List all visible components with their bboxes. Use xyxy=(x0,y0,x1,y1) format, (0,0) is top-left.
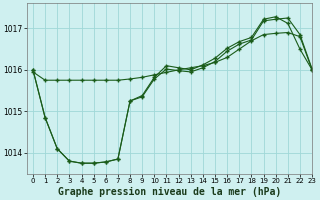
X-axis label: Graphe pression niveau de la mer (hPa): Graphe pression niveau de la mer (hPa) xyxy=(58,186,281,197)
